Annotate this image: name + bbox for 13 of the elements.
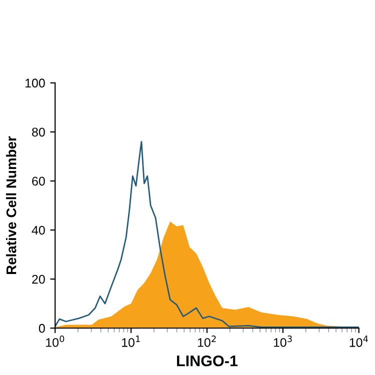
y-tick-label: 60	[32, 176, 45, 186]
x-axis-title: LINGO-1	[177, 355, 238, 366]
x-tick-label: 10$^{1}$	[122, 336, 140, 347]
y-tick-label: 40	[32, 226, 45, 235]
y-tick-label: 0	[38, 324, 45, 333]
x-tick-label: 10$^{0}$	[46, 336, 64, 347]
y-tick-label: 20	[32, 274, 45, 284]
x-tick-label: 10$^{2}$	[198, 336, 216, 347]
y-tick-label: 100	[26, 78, 45, 88]
x-tick-label: 10$^{3}$	[274, 336, 292, 347]
y-axis-title: Relative Cell Number	[6, 136, 16, 274]
x-tick-label: 10$^{4}$	[350, 336, 368, 347]
y-tick-label: 80	[32, 128, 45, 137]
